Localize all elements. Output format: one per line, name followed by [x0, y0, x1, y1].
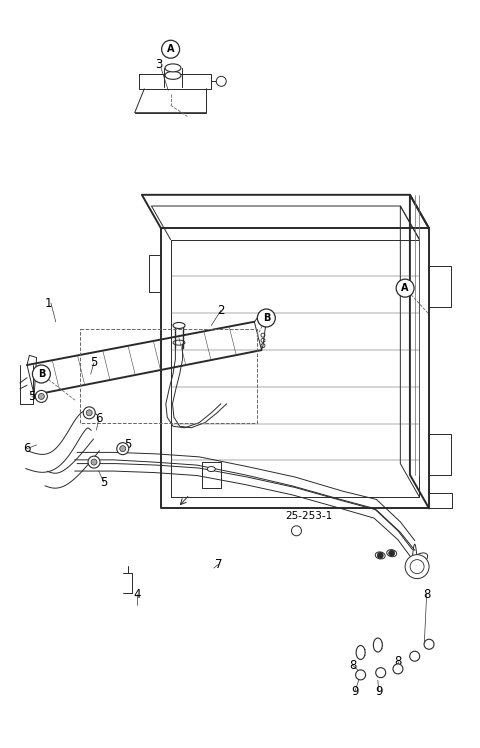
Text: 5: 5: [28, 390, 36, 403]
Ellipse shape: [411, 553, 428, 565]
Circle shape: [117, 443, 129, 455]
Circle shape: [83, 407, 95, 419]
Circle shape: [36, 390, 48, 402]
Ellipse shape: [165, 71, 181, 79]
Text: A: A: [167, 44, 174, 54]
Text: B: B: [263, 313, 270, 323]
Text: 8: 8: [349, 659, 356, 672]
Circle shape: [86, 410, 92, 416]
Circle shape: [396, 279, 414, 297]
Circle shape: [410, 652, 420, 661]
Circle shape: [33, 365, 50, 383]
Text: 2: 2: [217, 304, 225, 317]
Text: 8: 8: [423, 588, 431, 601]
Text: 1: 1: [45, 296, 52, 310]
Circle shape: [389, 551, 395, 557]
Text: B: B: [38, 369, 45, 379]
Ellipse shape: [173, 322, 185, 328]
Circle shape: [356, 670, 366, 680]
Text: 3: 3: [155, 58, 162, 70]
Circle shape: [393, 664, 403, 674]
Ellipse shape: [373, 638, 383, 652]
Circle shape: [405, 555, 429, 579]
Ellipse shape: [375, 552, 385, 559]
Circle shape: [91, 459, 97, 465]
Circle shape: [216, 76, 226, 86]
Text: 9: 9: [375, 685, 383, 698]
Text: 25-253-1: 25-253-1: [286, 511, 333, 521]
Ellipse shape: [387, 550, 396, 557]
Text: 5: 5: [90, 356, 98, 370]
Text: A: A: [401, 283, 409, 293]
Circle shape: [257, 309, 276, 327]
Circle shape: [377, 553, 383, 559]
Text: 5: 5: [100, 476, 108, 488]
Text: 9: 9: [351, 685, 359, 698]
Circle shape: [376, 668, 386, 678]
Circle shape: [162, 40, 180, 58]
Ellipse shape: [165, 64, 181, 72]
Text: 4: 4: [133, 588, 141, 601]
Text: 5: 5: [124, 438, 131, 452]
Circle shape: [424, 640, 434, 649]
Circle shape: [88, 456, 100, 468]
Text: 8: 8: [394, 655, 402, 668]
Text: 6: 6: [23, 442, 31, 456]
Text: 6: 6: [95, 412, 103, 426]
Circle shape: [38, 393, 44, 399]
Text: 7: 7: [215, 558, 222, 571]
Ellipse shape: [356, 646, 365, 660]
Ellipse shape: [207, 467, 215, 471]
Circle shape: [120, 446, 126, 452]
